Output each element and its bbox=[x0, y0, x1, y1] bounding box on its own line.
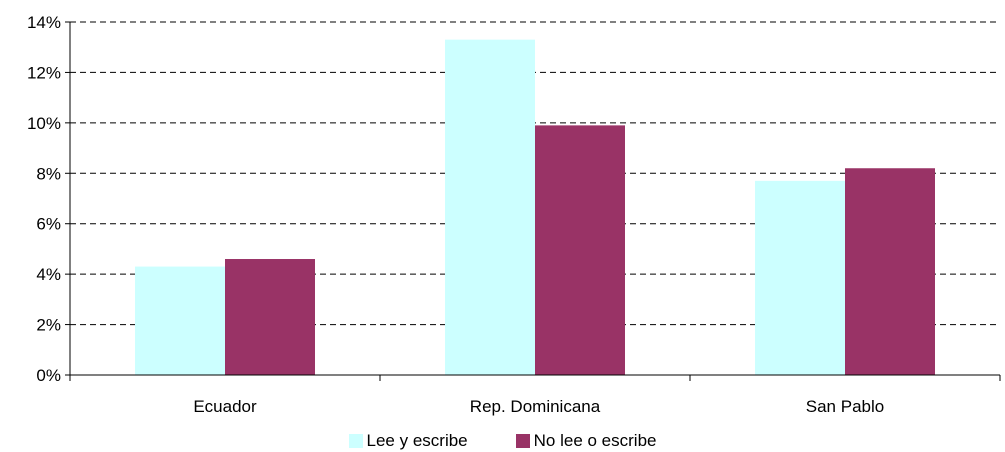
bar-san-pablo-series-0 bbox=[755, 180, 845, 375]
bar-rep-dominicana-series-1 bbox=[535, 125, 625, 375]
legend-item-lee-y-escribe: Lee y escribe bbox=[348, 431, 468, 451]
bar-rep-dominicana-series-0 bbox=[445, 39, 535, 376]
category-labels: Ecuador Rep. Dominicana San Pablo bbox=[193, 397, 884, 416]
legend-swatch bbox=[515, 434, 530, 448]
y-tick-label: 0% bbox=[36, 366, 61, 385]
y-tick-labels: 0% 2% 4% 6% 8% 10% 12% 14% bbox=[27, 13, 61, 385]
y-tick-label: 6% bbox=[36, 215, 61, 234]
y-tick-label: 4% bbox=[36, 265, 61, 284]
category-label: Rep. Dominicana bbox=[470, 397, 601, 416]
legend-swatch bbox=[348, 434, 363, 448]
legend-label: No lee o escribe bbox=[533, 431, 657, 450]
category-label: Ecuador bbox=[193, 397, 257, 416]
legend-label: Lee y escribe bbox=[366, 431, 468, 450]
bars bbox=[135, 39, 935, 376]
legend-item-no-lee-o-escribe: No lee o escribe bbox=[515, 431, 657, 451]
y-tick-label: 12% bbox=[27, 63, 61, 82]
y-tick-label: 14% bbox=[27, 13, 61, 32]
y-tick-label: 10% bbox=[27, 114, 61, 133]
bar-san-pablo-series-1 bbox=[845, 168, 935, 375]
legend: Lee y escribe No lee o escribe bbox=[0, 430, 1005, 452]
y-tick-label: 8% bbox=[36, 164, 61, 183]
axes bbox=[65, 21, 1001, 381]
bar-ecuador-series-0 bbox=[135, 266, 225, 375]
y-tick-label: 2% bbox=[36, 316, 61, 335]
bar-ecuador-series-1 bbox=[225, 259, 315, 375]
category-label: San Pablo bbox=[806, 397, 884, 416]
